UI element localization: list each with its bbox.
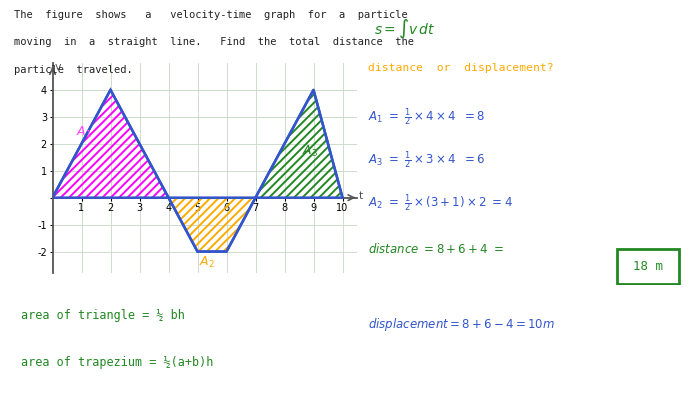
Text: $A_2\ =\ \frac{1}{2}\times(3+1)\times 2\ =4$: $A_2\ =\ \frac{1}{2}\times(3+1)\times 2\… <box>368 193 512 214</box>
Text: $A_1$: $A_1$ <box>76 125 92 140</box>
Text: area of trapezium = ½(a+b)h: area of trapezium = ½(a+b)h <box>21 356 214 369</box>
Text: The  figure  shows   a   velocity-time  graph  for  a  particle: The figure shows a velocity-time graph f… <box>14 10 407 20</box>
Text: $A_1\ =\ \frac{1}{2}\times 4\times 4\ \ =8$: $A_1\ =\ \frac{1}{2}\times 4\times 4\ \ … <box>368 106 485 128</box>
Text: $distance\ =8+6+4\ =$: $distance\ =8+6+4\ =$ <box>368 242 503 256</box>
Text: v: v <box>55 62 61 72</box>
Text: $displacement=8+6-4=10m$: $displacement=8+6-4=10m$ <box>368 316 554 333</box>
Text: $A_2$: $A_2$ <box>199 255 215 270</box>
Text: moving  in  a  straight  line.   Find  the  total  distance  the: moving in a straight line. Find the tota… <box>14 37 414 47</box>
Text: $A_3$: $A_3$ <box>302 143 318 159</box>
FancyBboxPatch shape <box>617 249 679 284</box>
Text: t: t <box>358 191 363 200</box>
Text: particle  traveled.: particle traveled. <box>14 65 133 75</box>
Text: $A_3\ =\ \frac{1}{2}\times 3\times 4\ \ =6$: $A_3\ =\ \frac{1}{2}\times 3\times 4\ \ … <box>368 149 485 171</box>
Text: 18 m: 18 m <box>633 260 663 273</box>
Text: $s=\int v\,dt$: $s=\int v\,dt$ <box>374 18 436 40</box>
Text: area of triangle = ½ bh: area of triangle = ½ bh <box>21 309 185 321</box>
Text: distance  or  displacement?: distance or displacement? <box>368 63 553 73</box>
